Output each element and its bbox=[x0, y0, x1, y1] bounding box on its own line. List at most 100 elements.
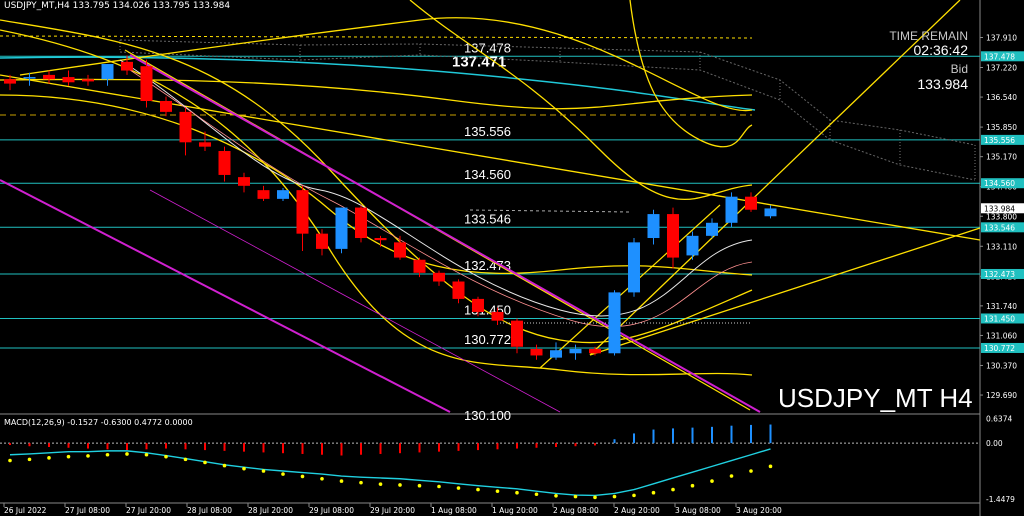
macd-signal-dot bbox=[534, 492, 539, 497]
candle-body bbox=[433, 272, 445, 282]
candle-body bbox=[199, 142, 211, 147]
level-price-box-label: 133.546 bbox=[984, 223, 1015, 232]
price-tick-label: 135.170 bbox=[986, 153, 1017, 162]
macd-signal-dot bbox=[378, 482, 383, 486]
price-tick-label: 130.370 bbox=[986, 361, 1017, 370]
symbol-header: USDJPY_MT,H4 133.795 134.026 133.795 133… bbox=[4, 1, 231, 11]
candle-body bbox=[569, 348, 582, 354]
price-tick-label: 131.060 bbox=[986, 331, 1017, 340]
macd-signal-dot bbox=[632, 493, 636, 498]
level-price-box bbox=[981, 222, 1024, 233]
candle-body bbox=[316, 233, 328, 249]
macd-signal-dot bbox=[710, 479, 714, 483]
level-price-box-label: 132.473 bbox=[984, 270, 1015, 279]
macd-label: MACD(12,26,9) -0.1527 -0.6300 0.4772 0.0… bbox=[4, 418, 193, 427]
candle-body bbox=[394, 242, 406, 258]
symbol-watermark: USDJPY_MT H4 bbox=[778, 383, 973, 413]
macd-signal-dot bbox=[164, 454, 168, 459]
time-tick-label: 28 Jul 20:00 bbox=[248, 506, 293, 515]
time-tick-label: 27 Jul 20:00 bbox=[126, 506, 171, 515]
macd-signal-dot bbox=[86, 454, 90, 458]
candle-body bbox=[686, 235, 699, 256]
candle-body bbox=[277, 190, 289, 199]
magenta-channel-lower bbox=[0, 179, 451, 413]
candle-body bbox=[413, 259, 426, 273]
macd-signal-dot bbox=[8, 458, 12, 463]
macd-signal-dot bbox=[105, 452, 110, 457]
macd-signal-dot bbox=[612, 494, 617, 499]
macd-tick-label: 0.6374 bbox=[986, 414, 1012, 423]
macd-signal-dot bbox=[651, 490, 656, 495]
macd-signal-dot bbox=[339, 479, 344, 483]
time-tick-label: 29 Jul 20:00 bbox=[370, 506, 415, 515]
level-price-box bbox=[981, 178, 1024, 189]
level-price-box-label: 131.450 bbox=[984, 314, 1015, 323]
time-tick-label: 1 Aug 08:00 bbox=[431, 506, 477, 515]
time-tick-label: 29 Jul 08:00 bbox=[309, 506, 354, 515]
candle-body bbox=[82, 79, 94, 82]
candle-body bbox=[764, 208, 777, 217]
level-price-box-label: 135.556 bbox=[984, 136, 1015, 145]
band-lower-1 bbox=[0, 29, 753, 376]
dashed-gray bbox=[469, 209, 631, 213]
candle-body bbox=[511, 320, 523, 347]
macd-signal-dot bbox=[573, 494, 578, 499]
dotted-level bbox=[0, 35, 753, 39]
band-ma-1 bbox=[0, 78, 753, 110]
level-line-label: 132.473 bbox=[464, 258, 511, 273]
macd-signal-dot bbox=[437, 484, 441, 489]
candle-body bbox=[452, 281, 465, 299]
candle-body bbox=[491, 311, 504, 321]
level-line-label: 134.560 bbox=[464, 167, 511, 182]
level-price-box bbox=[981, 313, 1024, 324]
time-tick-label: 3 Aug 08:00 bbox=[675, 506, 721, 515]
magenta-channel-upper bbox=[129, 54, 761, 413]
macd-signal-dot bbox=[398, 483, 402, 487]
macd-signal-dot bbox=[749, 469, 753, 473]
price-tick-label: 129.690 bbox=[986, 391, 1017, 400]
price-tick-label: 136.540 bbox=[986, 93, 1017, 102]
candle-body bbox=[550, 350, 562, 358]
macd-signal-dot bbox=[671, 487, 675, 492]
macd-signal-dot bbox=[66, 454, 71, 459]
candle-body bbox=[62, 77, 75, 83]
trendline-steep-up bbox=[589, 0, 961, 356]
price-tick-label: 137.910 bbox=[986, 33, 1017, 42]
price-tick-label: 133.110 bbox=[986, 242, 1017, 251]
time-tick-label: 1 Aug 20:00 bbox=[492, 506, 538, 515]
macd-signal-dot bbox=[476, 487, 480, 492]
candle-body bbox=[725, 196, 738, 223]
macd-signal-dot bbox=[183, 457, 188, 462]
price-tick-label: 133.800 bbox=[986, 212, 1017, 221]
price-tick-label: 131.740 bbox=[986, 302, 1017, 311]
band-upper-4 bbox=[19, 17, 753, 112]
macd-tick-label: -1.4479 bbox=[986, 495, 1015, 504]
macd-signal-dot bbox=[27, 457, 32, 462]
level-price-box-label: 134.560 bbox=[984, 179, 1015, 188]
candle-body bbox=[43, 74, 55, 80]
macd-signal-dot bbox=[320, 476, 324, 481]
macd-signal-dot bbox=[47, 456, 51, 460]
magenta-channel-mid bbox=[149, 189, 561, 413]
bid-label: Bid bbox=[950, 62, 968, 76]
time-tick-label: 26 Jul 2022 bbox=[4, 506, 47, 515]
macd-signal-dot bbox=[417, 483, 422, 488]
candle-body bbox=[160, 100, 172, 112]
level-price-box bbox=[981, 342, 1024, 353]
candle-body bbox=[647, 214, 660, 239]
macd-signal-dot bbox=[515, 490, 519, 495]
macd-signal-dot bbox=[729, 474, 734, 478]
candle-body bbox=[374, 238, 387, 241]
candle-body bbox=[23, 77, 36, 79]
time-tick-label: 2 Aug 20:00 bbox=[614, 506, 660, 515]
candle-body bbox=[628, 242, 640, 293]
macd-signal-dot bbox=[222, 463, 227, 468]
current-price-label: 133.984 bbox=[984, 204, 1015, 213]
macd-signal-dot bbox=[359, 480, 363, 485]
macd-signal-dot bbox=[125, 452, 129, 456]
level-line-label: 130.772 bbox=[464, 332, 511, 347]
macd-signal-dot bbox=[495, 489, 500, 493]
candle-body bbox=[257, 190, 270, 199]
macd-signal-dot bbox=[456, 486, 461, 490]
